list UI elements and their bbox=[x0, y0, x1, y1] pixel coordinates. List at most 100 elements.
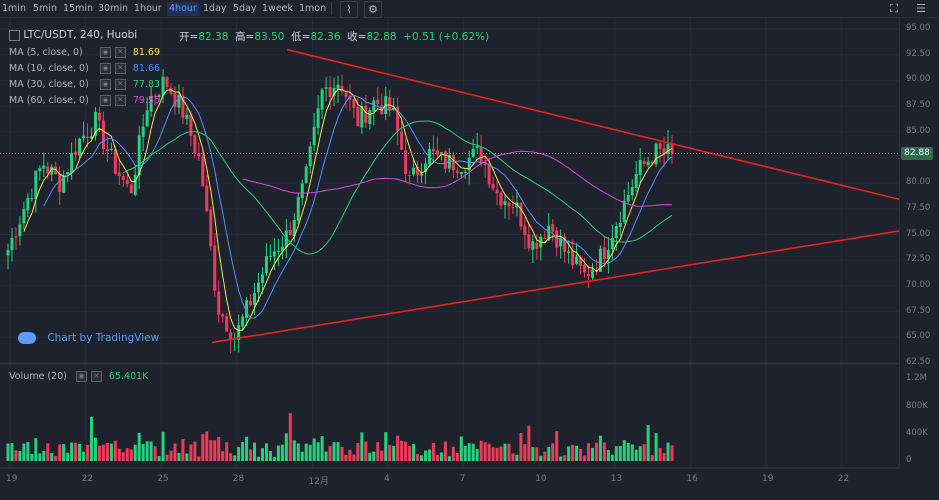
date-tick-label: 7 bbox=[459, 474, 466, 484]
close-icon[interactable]: ✕ bbox=[90, 371, 102, 382]
timeframe-1week[interactable]: 1week bbox=[262, 3, 294, 14]
candle-body bbox=[14, 236, 18, 238]
timeframe-1min[interactable]: 1min bbox=[2, 3, 26, 14]
price-axis[interactable] bbox=[899, 18, 939, 468]
volume-bar bbox=[86, 445, 90, 461]
tradingview-watermark[interactable]: Chart by TradingView bbox=[18, 332, 159, 350]
eye-icon[interactable]: ◉ bbox=[99, 79, 111, 90]
candle-body bbox=[316, 108, 320, 128]
eye-icon[interactable]: ◉ bbox=[99, 47, 111, 58]
volume-bar bbox=[471, 443, 475, 461]
date-tick-label: 19 bbox=[762, 474, 774, 484]
candle-body bbox=[284, 230, 288, 248]
volume-bar bbox=[280, 444, 284, 461]
volume-tick-label: 0 bbox=[906, 455, 912, 465]
candle-body bbox=[70, 152, 74, 173]
candle-body bbox=[471, 148, 475, 158]
eye-icon[interactable]: ◉ bbox=[99, 95, 111, 106]
date-tick-label: 28 bbox=[232, 474, 245, 484]
volume-bar bbox=[602, 442, 606, 461]
candle-body bbox=[86, 136, 90, 139]
candle-body bbox=[475, 146, 479, 149]
close-icon[interactable]: ✕ bbox=[114, 63, 126, 74]
ma30-legend[interactable]: MA (30, close, 0) ◉ ✕ 77.83 bbox=[9, 79, 161, 90]
candle-body bbox=[336, 84, 340, 90]
volume-bar bbox=[579, 448, 583, 461]
candle-body bbox=[614, 226, 618, 239]
price-tick-label: 87.50 bbox=[906, 100, 931, 111]
date-tick-label: 4 bbox=[384, 474, 390, 484]
timeframe-1day[interactable]: 1day bbox=[203, 3, 227, 14]
candle-body bbox=[292, 220, 296, 237]
candle-body bbox=[634, 173, 638, 189]
candle-body bbox=[50, 166, 54, 175]
ma60-legend[interactable]: MA (60, close, 0) ◉ ✕ 79.55 bbox=[9, 95, 161, 106]
collapse-legend-icon[interactable] bbox=[9, 29, 20, 41]
candle-body bbox=[396, 106, 400, 131]
candle-body bbox=[519, 202, 523, 227]
volume-bar bbox=[161, 431, 165, 461]
timeframe-5min[interactable]: 5min bbox=[33, 3, 57, 14]
close-icon[interactable]: ✕ bbox=[114, 95, 126, 106]
candle-body bbox=[559, 237, 563, 247]
volume-bar bbox=[614, 446, 618, 461]
layout-icon[interactable]: ☰ bbox=[916, 2, 926, 15]
low-value: 82.36 bbox=[310, 31, 341, 43]
volume-bar bbox=[233, 455, 237, 461]
volume-bar bbox=[420, 455, 424, 461]
timeframe-4hour[interactable]: 4hour bbox=[167, 2, 199, 16]
timeframe-30min[interactable]: 30min bbox=[98, 3, 129, 14]
volume-bar bbox=[320, 436, 324, 461]
volume-bar bbox=[388, 444, 392, 461]
fullscreen-icon[interactable]: ⛶ bbox=[890, 2, 898, 15]
volume-bar bbox=[6, 443, 10, 461]
timeframe-15min[interactable]: 15min bbox=[63, 3, 94, 14]
candle-body bbox=[54, 166, 58, 175]
volume-bar bbox=[606, 449, 610, 461]
volume-legend[interactable]: Volume (20) ◉ ✕ 65.401K bbox=[9, 371, 149, 382]
candle-body bbox=[495, 189, 499, 194]
candle-body bbox=[161, 76, 165, 96]
close-icon[interactable]: ✕ bbox=[114, 79, 126, 90]
volume-bar bbox=[105, 443, 109, 461]
candle-body bbox=[109, 148, 113, 150]
gear-icon[interactable]: ⚙ bbox=[364, 1, 382, 18]
toolbar-divider bbox=[331, 2, 332, 15]
volume-bar bbox=[435, 455, 439, 461]
ma10-legend[interactable]: MA (10, close, 0) ◉ ✕ 81.66 bbox=[9, 63, 161, 74]
volume-bar bbox=[93, 437, 97, 461]
timeframe-1mon[interactable]: 1mon bbox=[299, 3, 327, 14]
candle-body bbox=[268, 255, 272, 257]
candle-body bbox=[38, 167, 42, 172]
volume-bar bbox=[284, 433, 288, 461]
volume-bar bbox=[527, 425, 531, 461]
candle-body bbox=[392, 107, 396, 110]
price-tick-label: 70.00 bbox=[906, 279, 931, 290]
area-chart-icon[interactable]: ⌇ bbox=[340, 1, 358, 18]
volume-bar bbox=[316, 442, 320, 461]
candle-body bbox=[503, 201, 507, 205]
candle-body bbox=[606, 250, 610, 260]
candle-body bbox=[260, 274, 264, 284]
candle-body bbox=[583, 264, 587, 273]
candle-body bbox=[280, 246, 284, 252]
volume-bar bbox=[551, 443, 555, 461]
volume-bar bbox=[129, 449, 133, 461]
candle-body bbox=[423, 163, 427, 173]
timeframe-1hour[interactable]: 1hour bbox=[134, 3, 162, 14]
volume-bar bbox=[34, 438, 38, 461]
ma5-legend[interactable]: MA (5, close, 0) ◉ ✕ 81.69 bbox=[9, 47, 161, 58]
eye-icon[interactable]: ◉ bbox=[75, 371, 87, 382]
candle-body bbox=[642, 161, 646, 164]
timeframe-5day[interactable]: 5day bbox=[233, 3, 257, 14]
date-tick-label: 22 bbox=[81, 474, 94, 484]
candle-body bbox=[575, 256, 579, 264]
candle-body bbox=[26, 197, 30, 211]
eye-icon[interactable]: ◉ bbox=[99, 63, 111, 74]
volume-bar bbox=[463, 445, 467, 461]
close-icon[interactable]: ✕ bbox=[114, 47, 126, 58]
candle-body bbox=[650, 162, 654, 164]
candle-body bbox=[66, 172, 70, 175]
candle-body bbox=[451, 155, 455, 171]
